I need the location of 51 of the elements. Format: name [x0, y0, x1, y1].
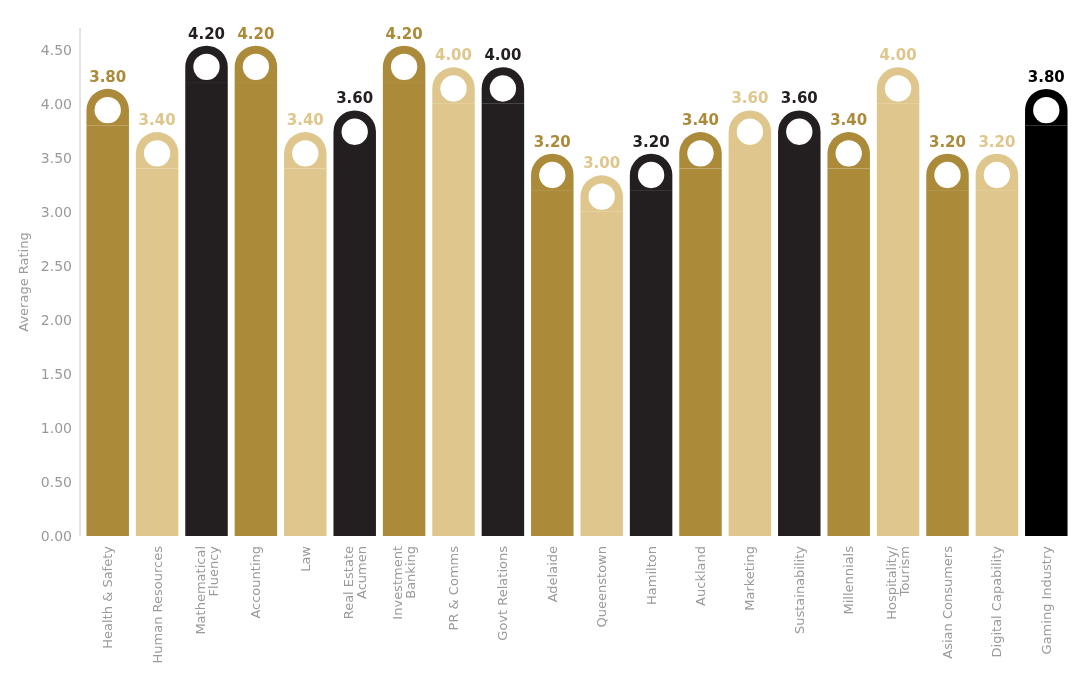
data-label: 4.20 [188, 24, 226, 43]
x-tick-label: Hospitality/ Tourism [884, 545, 913, 620]
data-label: 3.40 [138, 111, 176, 130]
data-label: 4.20 [237, 24, 275, 43]
y-tick-label: 2.00 [40, 311, 72, 328]
data-label: 3.60 [336, 89, 374, 108]
x-tick-label: Sustainability [791, 545, 807, 635]
x-tick-label: Gaming Industry [1038, 545, 1054, 655]
data-label: 3.80 [89, 67, 127, 86]
data-label: 3.40 [286, 111, 324, 130]
x-tick-label: Real Estate Acumen [340, 546, 369, 620]
x-tick-label: Auckland [693, 546, 709, 606]
x-tick-label: Law [297, 545, 313, 572]
data-label: 3.60 [731, 89, 769, 108]
data-label: 3.20 [533, 132, 571, 151]
x-tick-label: Millennials [841, 545, 857, 615]
y-tick-label: 0.50 [40, 473, 72, 490]
x-tick-label: PR & Comms [446, 545, 462, 631]
data-label: 4.00 [484, 46, 522, 65]
x-tick-label: Hamilton [643, 546, 659, 605]
x-tick-label: Investment Banking [390, 546, 419, 620]
y-tick-label: 4.50 [40, 41, 72, 58]
y-tick-label: 1.50 [40, 365, 72, 382]
data-label: 3.00 [583, 154, 621, 173]
y-tick-label: 4.00 [40, 95, 72, 112]
x-tick-label: Adelaide [544, 546, 560, 603]
x-tick-label: Human Resources [149, 545, 165, 664]
y-tick-label: 3.00 [40, 203, 72, 220]
data-label: 3.20 [632, 132, 670, 151]
x-tick-label: Health & Safety [100, 545, 116, 649]
data-label: 3.20 [978, 132, 1016, 151]
data-label: 3.80 [1027, 67, 1065, 86]
y-tick-label: 3.50 [40, 149, 72, 166]
x-tick-label: Asian Consumers [940, 545, 956, 659]
data-label: 4.00 [879, 46, 917, 65]
data-label: 3.20 [928, 132, 966, 151]
x-tick-label: Marketing [742, 546, 758, 611]
x-tick-label: Accounting [248, 546, 264, 619]
x-tick-label: Govt Relations [495, 545, 511, 641]
x-tick-label: Queenstown [594, 546, 610, 628]
y-axis-title: Average Rating [16, 232, 31, 332]
data-label: 3.40 [830, 111, 868, 130]
x-tick-label: Mathematical Fluency [192, 545, 221, 635]
data-label: 4.00 [435, 46, 473, 65]
y-tick-label: 2.50 [40, 257, 72, 274]
data-label: 3.60 [780, 89, 818, 108]
y-tick-label: 1.00 [40, 419, 72, 436]
x-tick-label: Digital Capability [989, 545, 1005, 658]
y-tick-label: 0.00 [40, 527, 72, 544]
data-label: 3.40 [681, 111, 719, 130]
data-label: 4.20 [385, 24, 423, 43]
